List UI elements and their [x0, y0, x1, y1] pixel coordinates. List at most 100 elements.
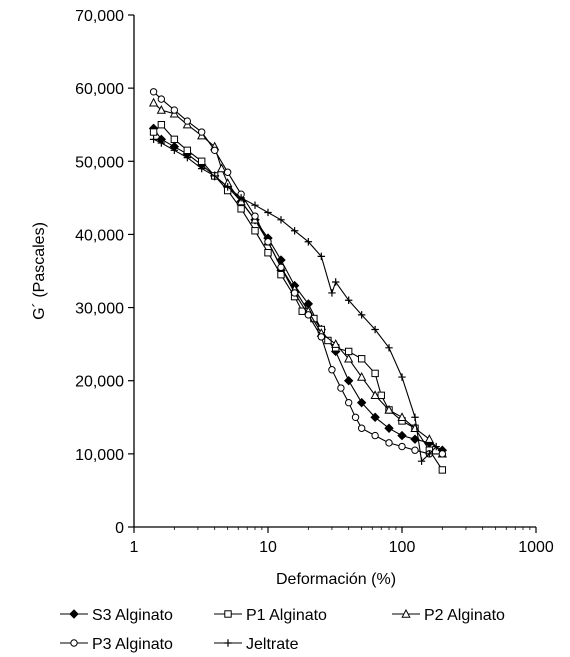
- data-point-p3-alginato: [251, 212, 259, 220]
- data-point-p1-alginato: [251, 227, 259, 235]
- data-point-jeltrate: [223, 183, 232, 191]
- y-tick-label: 70,000: [75, 8, 124, 25]
- legend-marker: [224, 639, 232, 647]
- data-point-jeltrate: [385, 344, 393, 352]
- data-point-p3-alginato: [264, 238, 272, 246]
- x-tick-label: 1000: [518, 539, 554, 556]
- y-tick-label: 40,000: [75, 227, 124, 244]
- data-point-p1-alginato: [371, 369, 379, 378]
- legend-item-p2-alginato: P2 Alginato: [392, 607, 505, 624]
- data-point-p2-alginato: [344, 353, 354, 363]
- data-point-p2-alginato: [357, 371, 367, 381]
- data-point-p1-alginato: [277, 270, 285, 279]
- data-point-p1-alginato: [264, 249, 272, 257]
- data-point-p2-alginato: [331, 339, 341, 348]
- series-line-p3-alginato: [153, 91, 443, 455]
- data-point-p3-alginato: [183, 117, 192, 125]
- data-point-jeltrate: [170, 146, 179, 155]
- data-point-jeltrate: [317, 252, 326, 261]
- data-point-p3-alginato: [398, 442, 406, 451]
- data-point-p2-alginato: [148, 97, 159, 107]
- axes: 0 10,000 20,000 30,000 40,000 50,000 60,000 70,…: [75, 8, 554, 556]
- data-point-p1-alginato: [183, 146, 192, 155]
- series-line-s3-alginato: [153, 128, 443, 451]
- data-point-p2-alginato: [156, 105, 166, 114]
- data-point-jeltrate: [149, 135, 158, 144]
- data-point-p1-alginato: [197, 157, 206, 165]
- data-point-p3-alginato: [385, 439, 393, 447]
- y-tick-label: 60,000: [75, 81, 124, 98]
- data-point-p3-alginato: [411, 446, 419, 454]
- data-point-jeltrate: [357, 311, 366, 319]
- data-point-s3-alginato: [397, 430, 407, 441]
- x-tick-label: 10: [259, 539, 277, 556]
- legend-label: P1 Alginato: [246, 607, 327, 624]
- data-point-s3-alginato: [356, 397, 367, 408]
- data-point-p2-alginato: [370, 390, 380, 400]
- legend-marker: [70, 639, 78, 647]
- y-tick-label: 50,000: [75, 154, 124, 171]
- legend-marker: [224, 610, 232, 618]
- series-jeltrate: [149, 135, 440, 465]
- legend-marker: [401, 608, 411, 618]
- data-point-p3-alginato: [277, 263, 285, 272]
- legend: S3 Alginato P1 Alginato P2 Alginato P3 Algi…: [60, 607, 505, 653]
- data-point-p3-alginato: [438, 450, 447, 458]
- series-p3-alginato: [149, 88, 447, 458]
- x-axis-title: Deformación (%): [276, 571, 396, 588]
- legend-item-jeltrate: Jeltrate: [214, 636, 299, 653]
- data-point-jeltrate: [432, 442, 440, 451]
- data-point-p1-alginato: [438, 466, 447, 474]
- series-s3-alginato: [148, 123, 448, 455]
- legend-label: Jeltrate: [246, 636, 299, 653]
- data-point-p2-alginato: [424, 434, 434, 443]
- data-point-s3-alginato: [384, 423, 394, 433]
- y-tick-label: 30,000: [75, 301, 124, 318]
- legend-label: P3 Alginato: [92, 636, 173, 653]
- y-tick-label: 10,000: [75, 447, 124, 464]
- data-point-p3-alginato: [304, 311, 313, 319]
- x-tick-label: 100: [389, 539, 416, 556]
- data-point-p3-alginato: [290, 289, 299, 297]
- data-point-p2-alginato: [397, 412, 407, 421]
- data-point-p2-alginato: [384, 404, 394, 414]
- data-point-p3-alginato: [197, 128, 206, 136]
- data-point-jeltrate: [411, 413, 419, 421]
- data-point-p3-alginato: [328, 366, 336, 374]
- data-point-p3-alginato: [157, 95, 166, 103]
- data-point-jeltrate: [328, 289, 336, 297]
- series-layer: [148, 88, 448, 474]
- data-point-p2-alginato: [216, 163, 227, 173]
- data-point-p3-alginato: [317, 333, 326, 341]
- data-point-p1-alginato: [377, 391, 385, 400]
- data-point-jeltrate: [251, 201, 259, 209]
- data-point-jeltrate: [344, 296, 353, 304]
- data-point-jeltrate: [237, 194, 245, 202]
- data-point-p1-alginato: [357, 355, 366, 363]
- data-point-p3-alginato: [371, 431, 379, 440]
- data-point-p3-alginato: [344, 398, 353, 407]
- legend-item-p1-alginato: P1 Alginato: [214, 607, 327, 624]
- data-point-jeltrate: [398, 373, 406, 381]
- data-point-jeltrate: [425, 450, 434, 458]
- data-point-p3-alginato: [351, 413, 360, 421]
- data-point-p3-alginato: [357, 424, 366, 432]
- data-point-p3-alginato: [170, 106, 179, 114]
- x-tick-label: 1: [130, 539, 139, 556]
- legend-label: P2 Alginato: [424, 607, 505, 624]
- data-point-p1-alginato: [170, 135, 179, 144]
- data-point-jeltrate: [197, 164, 206, 173]
- legend-item-p3-alginato: P3 Alginato: [60, 636, 173, 653]
- data-point-p1-alginato: [157, 121, 166, 129]
- data-point-p1-alginato: [237, 205, 245, 213]
- y-tick-label: 20,000: [75, 374, 124, 391]
- data-point-jeltrate: [371, 325, 379, 334]
- data-point-jeltrate: [417, 457, 426, 465]
- series-line-p2-alginato: [153, 102, 443, 455]
- data-point-jeltrate: [157, 139, 166, 147]
- series-p2-alginato: [148, 97, 447, 458]
- data-point-jeltrate: [277, 216, 285, 224]
- data-point-p3-alginato: [210, 146, 219, 155]
- y-tick-label: 0: [115, 520, 124, 537]
